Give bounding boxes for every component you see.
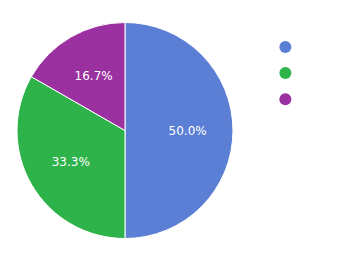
legend-dot: [279, 93, 291, 105]
slices: [17, 23, 233, 239]
data-label: 16.7%: [75, 69, 113, 83]
data-label: 50.0%: [169, 124, 207, 138]
pie-slice: [31, 23, 125, 131]
chart-container: 50.0% 33.3% 16.7%: [0, 0, 348, 261]
legend: [279, 41, 291, 105]
chart: 50.0% 33.3% 16.7%: [0, 0, 348, 261]
pie-slice: [125, 23, 233, 239]
legend-dot: [279, 41, 291, 53]
legend-dot: [279, 67, 291, 79]
data-labels: 50.0% 33.3% 16.7%: [52, 69, 207, 169]
data-label: 33.3%: [52, 155, 90, 169]
